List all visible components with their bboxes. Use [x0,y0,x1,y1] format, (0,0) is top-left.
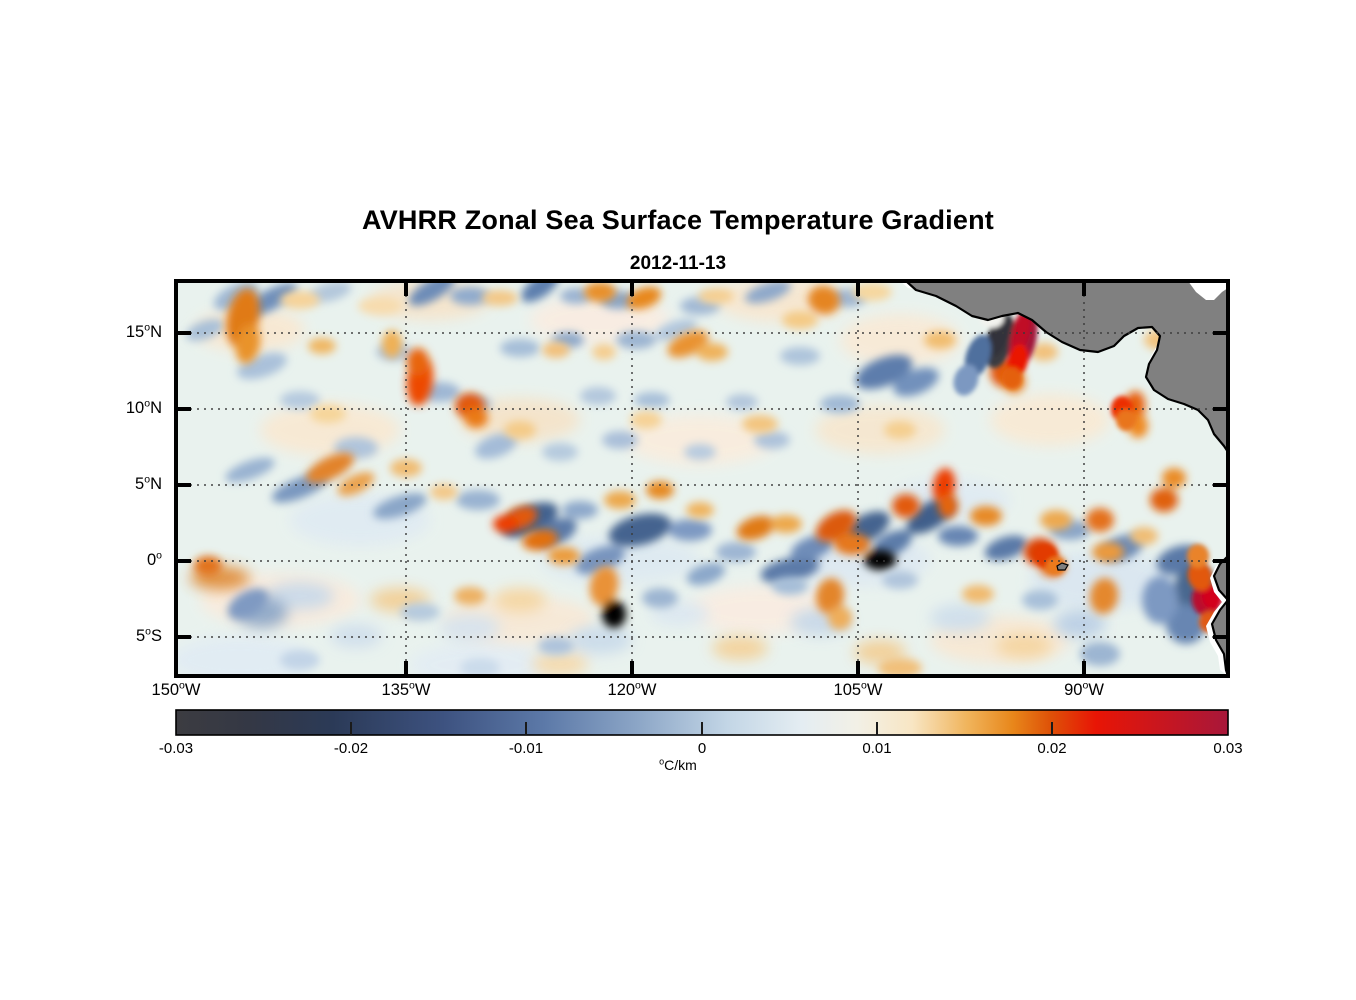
southern-field [190,566,1106,676]
land-galapagos [1056,562,1069,571]
ocean-field [176,281,1228,676]
colorbar-tick-label-6: 0.03 [1213,740,1243,757]
y-tick-label-15n: 15oN [125,321,162,341]
plot-frame [174,279,1230,678]
y-tick-label-0: 0o [146,549,162,569]
page-title: AVHRR Zonal Sea Surface Temperature Grad… [362,205,994,235]
colorbar-tick-label-2: -0.01 [508,740,544,757]
colorbar-tick-label-4: 0.01 [862,740,892,757]
colorbar-tick-label-0: -0.03 [158,740,194,757]
y-tick-label-5s: 5oS [135,625,162,645]
y-tick-label-10n: 10oN [125,397,162,417]
colorbar-units-label: oC/km [659,756,697,773]
gridlines [176,281,1228,676]
land-central-america [900,281,1228,454]
colorbar-tick-label-1: -0.02 [333,740,369,757]
figure-subtitle: 2012-11-13 [629,253,727,274]
tiw-positive-filaments [306,452,1186,577]
x-tick-label-90w: 90oW [1064,679,1104,699]
x-tick-label-120w: 120oW [607,679,657,699]
y-tick-label-5n: 5oN [135,473,162,493]
colorbar-ticks [350,722,1053,735]
southern-filaments [194,556,1120,676]
colorbar-tick-label-3: 0 [697,740,707,757]
land-baja [1188,281,1228,300]
x-tick-label-150w: 150oW [151,679,201,699]
axis-ticks [176,281,1228,676]
x-tick-label-105w: 105oW [833,679,883,699]
colorbar-tick-label-5: 0.02 [1037,740,1067,757]
x-tick-label-135w: 135oW [381,679,431,699]
colorbar[interactable] [175,709,1229,736]
